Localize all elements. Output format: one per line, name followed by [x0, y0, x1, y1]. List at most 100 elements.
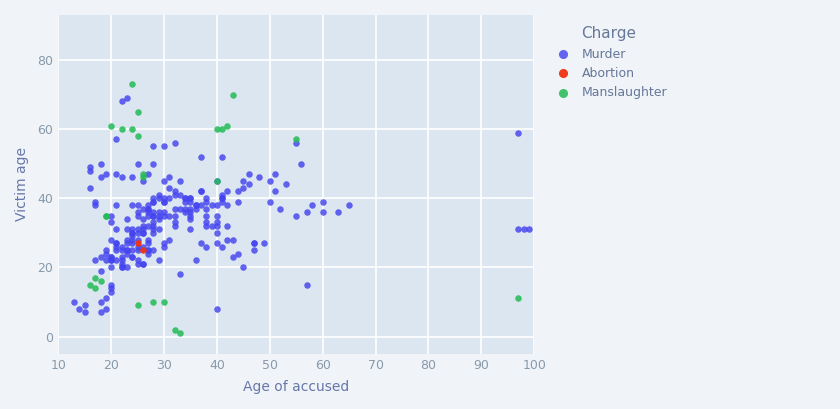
Murder [147, 198, 160, 205]
Murder [205, 222, 218, 229]
Murder [147, 229, 160, 236]
Murder [141, 205, 155, 212]
Murder [221, 202, 234, 209]
Murder [83, 164, 97, 171]
Murder [215, 243, 228, 250]
Murder [168, 205, 181, 212]
Manslaughter [131, 108, 144, 115]
Murder [237, 184, 250, 191]
Manslaughter [125, 126, 139, 133]
Murder [300, 281, 313, 288]
Murder [168, 222, 181, 229]
Murder [131, 160, 144, 167]
Abortion [136, 247, 150, 253]
Manslaughter [99, 212, 113, 219]
Murder [231, 250, 244, 257]
Murder [184, 205, 197, 212]
Murder [343, 202, 356, 209]
Murder [120, 247, 134, 253]
Murder [120, 250, 134, 257]
Manslaughter [210, 178, 223, 184]
Murder [157, 143, 171, 150]
Murder [512, 226, 525, 233]
Murder [152, 226, 165, 233]
Murder [210, 212, 223, 219]
Murder [200, 212, 213, 219]
Murder [189, 202, 202, 209]
Murder [173, 178, 186, 184]
Murder [94, 299, 108, 305]
Murder [152, 191, 165, 198]
Murder [305, 202, 318, 209]
Murder [141, 247, 155, 253]
Murder [131, 247, 144, 253]
Murder [94, 174, 108, 181]
Murder [125, 202, 139, 209]
Murder [147, 209, 160, 215]
Murder [237, 264, 250, 271]
Murder [125, 229, 139, 236]
Murder [184, 198, 197, 205]
Murder [200, 219, 213, 226]
Murder [215, 153, 228, 160]
Murder [110, 226, 123, 233]
Murder [168, 212, 181, 219]
Murder [99, 257, 113, 264]
Murder [168, 188, 181, 195]
Murder [210, 202, 223, 209]
Murder [162, 236, 176, 243]
Murder [263, 178, 276, 184]
Murder [210, 222, 223, 229]
Murder [200, 198, 213, 205]
Murder [295, 160, 308, 167]
Murder [104, 236, 118, 243]
Murder [125, 254, 139, 260]
Murder [141, 250, 155, 257]
Manslaughter [88, 285, 102, 291]
Murder [178, 205, 192, 212]
Murder [200, 195, 213, 202]
Murder [147, 195, 160, 202]
Murder [215, 195, 228, 202]
Murder [194, 153, 207, 160]
Murder [104, 257, 118, 264]
Murder [147, 226, 160, 233]
Murder [173, 191, 186, 198]
Murder [194, 188, 207, 195]
Murder [184, 209, 197, 215]
Murder [131, 236, 144, 243]
Murder [290, 212, 303, 219]
Manslaughter [215, 126, 228, 133]
Manslaughter [99, 212, 113, 219]
Murder [168, 191, 181, 198]
Murder [274, 205, 287, 212]
Murder [141, 171, 155, 178]
Murder [104, 254, 118, 260]
Murder [115, 254, 129, 260]
Murder [215, 191, 228, 198]
Murder [104, 264, 118, 271]
Murder [147, 222, 160, 229]
Murder [115, 261, 129, 267]
Murder [147, 143, 160, 150]
Murder [332, 209, 345, 215]
Murder [221, 236, 234, 243]
Manslaughter [88, 274, 102, 281]
Murder [125, 240, 139, 247]
Murder [120, 95, 134, 101]
Murder [136, 226, 150, 233]
Murder [110, 257, 123, 264]
Y-axis label: Victim age: Victim age [15, 147, 29, 221]
Murder [120, 226, 134, 233]
Murder [72, 306, 86, 312]
Murder [120, 247, 134, 253]
X-axis label: Age of accused: Age of accused [243, 380, 349, 394]
Murder [178, 198, 192, 205]
Murder [210, 229, 223, 236]
Murder [189, 257, 202, 264]
Murder [147, 212, 160, 219]
Manslaughter [104, 122, 118, 129]
Murder [125, 247, 139, 253]
Manslaughter [94, 278, 108, 285]
Murder [88, 198, 102, 205]
